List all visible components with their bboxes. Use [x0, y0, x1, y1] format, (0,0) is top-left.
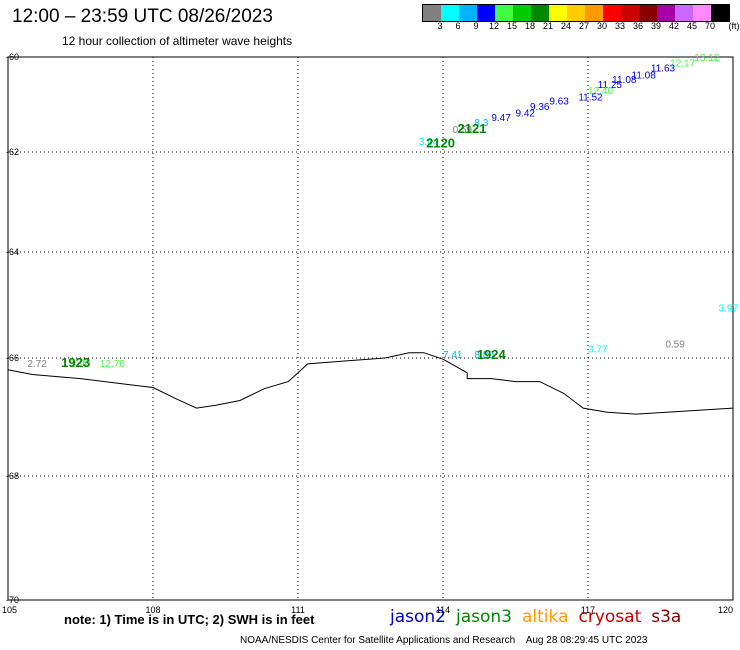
wave-height-label: 0.59 — [665, 339, 685, 350]
legend-tick-label: 21 — [542, 21, 553, 31]
wave-height-label: 11.25 — [598, 80, 623, 91]
wave-height-label: 9.42 — [516, 108, 536, 119]
wave-height-label: 9.63 — [549, 97, 569, 108]
legend-swatch — [513, 5, 531, 21]
legend-tick-label: 33 — [614, 21, 625, 31]
color-scale-legend — [422, 4, 730, 22]
legend-swatch — [549, 5, 567, 21]
wave-height-label: 12.40 — [588, 86, 613, 97]
lat-label: -64 — [6, 247, 19, 257]
satellite-cryosat: cryosat — [578, 607, 642, 627]
page-subtitle: 12 hour collection of altimeter wave hei… — [62, 34, 293, 48]
lon-label: 117 — [581, 605, 595, 615]
legend-tick-label: 36 — [632, 21, 643, 31]
coastline — [7, 352, 734, 415]
wave-height-label: 11.63 — [651, 63, 676, 74]
legend-tick-label: 12 — [488, 21, 499, 31]
wave-height-label: 12.17 — [670, 59, 695, 70]
wave-height-label: 12.76 — [100, 359, 125, 370]
wave-height-label: 11.52 — [578, 93, 603, 104]
legend-swatch — [495, 5, 513, 21]
legend-swatch — [603, 5, 621, 21]
satellite-legend: jason2 jason3 altika cryosat s3a — [390, 607, 691, 627]
legend-tick-label: 39 — [650, 21, 661, 31]
legend-tick-label: 3 — [437, 21, 443, 31]
timestamp-text: Aug 28 08:29:45 UTC 2023 — [525, 635, 648, 646]
legend-tick-label: 6 — [455, 21, 461, 31]
wave-height-label: 0.59 — [453, 125, 473, 136]
credit-footer: NOAA/NESDIS Center for Satellite Applica… — [240, 635, 647, 646]
legend-swatch — [675, 5, 693, 21]
plot-frame — [7, 56, 734, 601]
color-scale-ticks: 3 6 9 12 15 18 21 24 27 30 33 36 39 42 45 70 (ft) — [422, 21, 740, 35]
credit-text: NOAA/NESDIS Center for Satellite Applica… — [240, 635, 516, 646]
lon-label: 108 — [145, 605, 160, 615]
legend-tick-label: 9 — [473, 21, 479, 31]
units-note: note: 1) Time is in UTC; 2) SWH is in fe… — [64, 612, 315, 627]
page-title: 12:00 – 23:59 UTC 08/26/2023 — [12, 6, 273, 27]
lat-label: -68 — [6, 471, 19, 481]
wave-height-label: 9.36 — [530, 102, 550, 113]
lat-label: -60 — [6, 52, 19, 62]
legend-tick-label: 18 — [524, 21, 535, 31]
legend-swatch — [657, 5, 675, 21]
legend-tick-label: 45 — [686, 21, 697, 31]
wave-height-label: 11.08 — [632, 70, 657, 81]
pass-time-label: 1924 — [477, 347, 507, 362]
wave-height-label: 2.72 — [27, 359, 47, 370]
satellite-jason2: jason2 — [390, 607, 446, 627]
legend-tick-label: 42 — [668, 21, 679, 31]
legend-tick-label: 27 — [578, 21, 589, 31]
lat-label: -70 — [6, 595, 19, 605]
wave-height-label: 13.12 — [694, 53, 719, 64]
satellite-s3a: s3a — [651, 607, 682, 627]
lon-label: 105 — [2, 605, 17, 615]
pass-time-label: 2120 — [426, 135, 455, 150]
legend-swatch — [585, 5, 603, 21]
wave-height-label: 3.97 — [719, 303, 739, 314]
legend-swatch — [567, 5, 585, 21]
wave-height-label: 3.77 — [588, 345, 608, 356]
legend-swatch — [459, 5, 477, 21]
legend-swatch — [531, 5, 549, 21]
pass-time-label: 2121 — [458, 121, 487, 136]
wave-height-label: 8.3 — [474, 118, 488, 129]
wave-height-label: 11.08 — [612, 75, 637, 86]
legend-tick-label: 70 — [704, 21, 715, 31]
legend-swatch — [711, 5, 729, 21]
lon-label: 114 — [436, 605, 450, 615]
legend-swatch — [423, 5, 441, 21]
wave-height-label: 8.80 — [474, 350, 494, 361]
lon-label: 111 — [291, 605, 305, 615]
legend-swatch — [693, 5, 711, 21]
pass-time-label: 1923 — [61, 355, 90, 370]
satellite-altika: altika — [522, 607, 569, 627]
legend-tick-label: (ft) — [728, 21, 740, 31]
lat-label: -62 — [6, 147, 19, 157]
lon-label: 120 — [718, 605, 733, 615]
legend-tick-label: 30 — [596, 21, 607, 31]
wave-height-label: 3.64 — [419, 137, 439, 148]
legend-swatch — [477, 5, 495, 21]
legend-tick-label: 15 — [506, 21, 517, 31]
satellite-jason3: jason3 — [456, 607, 512, 627]
legend-swatch — [621, 5, 639, 21]
wave-height-label: 9.47 — [491, 113, 511, 124]
legend-tick-label: 24 — [560, 21, 571, 31]
wave-height-label: 3.90 — [71, 359, 91, 370]
lat-label: -66 — [6, 353, 19, 363]
wave-height-label: 7.41 — [443, 350, 463, 361]
legend-swatch — [441, 5, 459, 21]
legend-swatch — [639, 5, 657, 21]
